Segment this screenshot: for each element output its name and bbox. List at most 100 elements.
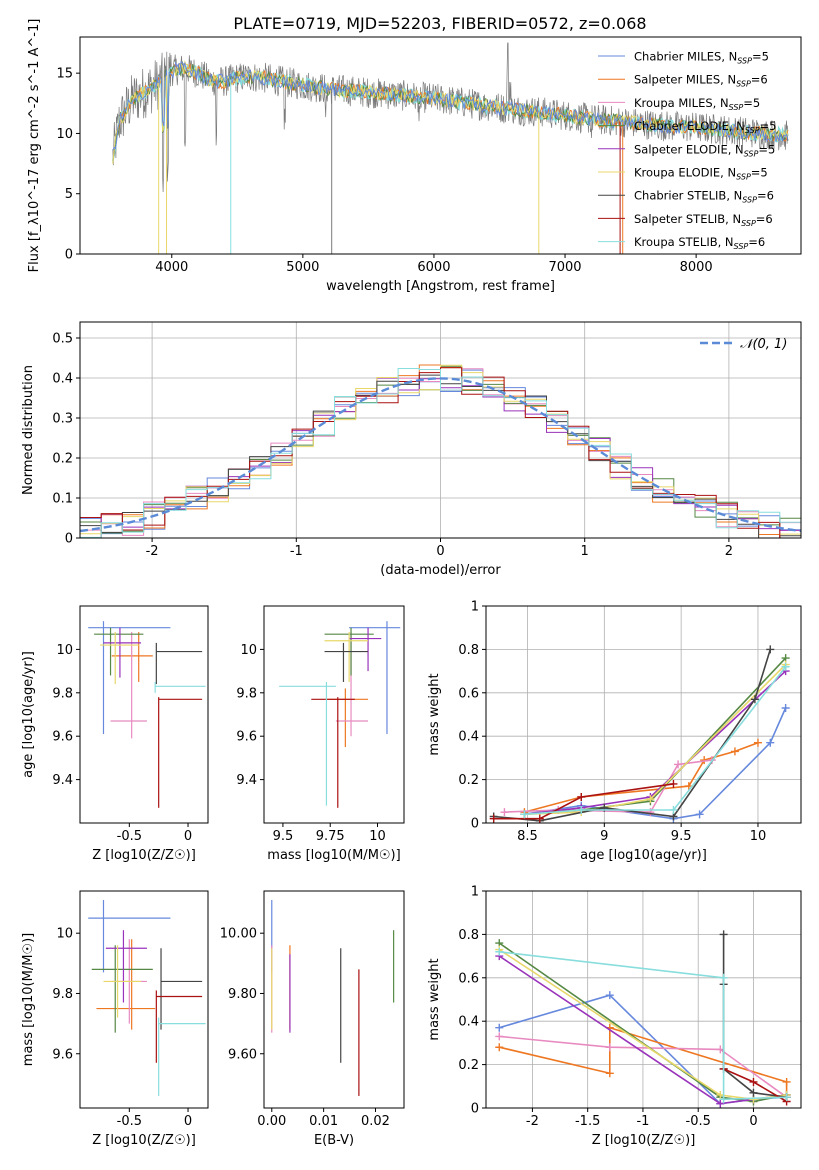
y-tick-label: 0.2	[458, 1058, 479, 1073]
x-tick-label: 0	[184, 829, 192, 844]
plot-area	[88, 621, 206, 808]
y-tick-label: 0.4	[458, 1015, 479, 1030]
y-tick-label: 9.6	[52, 730, 73, 745]
series-marker	[695, 810, 704, 819]
x-tick-label: -1.5	[575, 1114, 600, 1129]
y-tick-label: 0	[471, 817, 479, 832]
series-marker	[782, 1093, 791, 1102]
y-tick-label: 0	[65, 248, 73, 263]
y-tick-label: 9.4	[52, 773, 73, 788]
series-line	[524, 741, 759, 813]
x-tick-label: 5000	[286, 260, 319, 275]
ticks: 0.00 0.01 0.02 9.60 9.80 10.00	[220, 927, 390, 1129]
chart-age_vs_mass: 9.5 9.75 10 9.4 9.6 9.8 10 mass [log10(M/M☉)]	[236, 605, 405, 863]
x-tick-label: 10	[750, 829, 767, 844]
series-line	[493, 649, 772, 822]
legend-label: Chabrier ELODIE, NSSP=5	[634, 119, 776, 135]
axes-frame	[79, 36, 802, 255]
x-tick-label: 9	[600, 829, 608, 844]
x-tick-label: 0	[436, 544, 444, 559]
y-axis-label: mass weight	[427, 958, 442, 1040]
legend-label: Salpeter ELODIE, NSSP=5	[634, 142, 775, 158]
series-marker	[495, 1023, 504, 1032]
y-tick-label: 10	[240, 643, 257, 658]
series-marker	[674, 760, 683, 769]
series-marker	[716, 1099, 725, 1108]
y-tick-label: 9.6	[236, 730, 257, 745]
y-tick-label: 1	[471, 885, 479, 900]
ticks: -2 -1 0 1 2 0 0.1 0.2 0.3 0.4 0.5	[52, 332, 733, 560]
y-tick-label: 9.8	[52, 686, 73, 701]
x-axis-label: E(B-V)	[314, 1133, 354, 1148]
x-tick-label: 0	[749, 1114, 757, 1129]
y-tick-label: 0.3	[52, 412, 73, 427]
y-tick-label: 9.60	[228, 1047, 257, 1062]
x-tick-label: 10	[369, 829, 386, 844]
ticks: -2 -1.5 -1 -0.5 0 0 0.2 0.4 0.6 0.8 1	[458, 885, 757, 1130]
chart-mass_vs_Z: -0.5 0 9.6 9.8 10 Z [log10(Z/Z☉)] mass [log10(…	[21, 890, 209, 1148]
legend-label: Kroupa ELODIE, NSSP=5	[634, 166, 768, 182]
x-tick-label: 8.5	[517, 829, 538, 844]
series-line	[524, 666, 787, 816]
series-marker	[495, 1043, 504, 1052]
y-tick-label: 15	[56, 67, 73, 82]
series-marker	[646, 795, 655, 804]
plot-area	[88, 900, 206, 1096]
series-line	[524, 664, 787, 816]
axes-frame	[485, 605, 802, 824]
plot-area	[112, 42, 789, 254]
y-tick-label: 0.2	[52, 452, 73, 467]
y-axis-label: age [log10(age/yr)]	[21, 651, 36, 778]
x-tick-label: 0.01	[309, 1114, 338, 1129]
plot-area	[80, 364, 801, 538]
legend: Chabrier MILES, NSSP=5 Salpeter MILES, NS…	[598, 50, 776, 251]
series-marker	[605, 991, 614, 1000]
y-tick-label: 1	[471, 600, 479, 615]
y-tick-label: 0	[471, 1102, 479, 1117]
series-marker	[577, 805, 586, 814]
x-axis-label: age [log10(age/yr)]	[580, 848, 707, 863]
x-axis-label: Z [log10(Z/Z☉)]	[92, 1133, 196, 1148]
x-tick-label: 9.5	[671, 829, 692, 844]
chart-residuals: -2 -1 0 1 2 0 0.1 0.2 0.3 0.4 0.5 (data-model)/erro…	[21, 321, 802, 578]
y-axis-label: mass [log10(M/M☉)]	[21, 933, 36, 1066]
y-tick-label: 9.8	[52, 987, 73, 1002]
y-axis-label: Flux [f_λ10^-17 erg cm^-2 s^-1 A^-1]	[27, 19, 42, 273]
series-marker	[749, 1077, 758, 1086]
y-tick-label: 10	[56, 127, 73, 142]
x-tick-label: 0	[184, 1114, 192, 1129]
x-axis-label: (data-model)/error	[380, 563, 501, 578]
legend-label: Kroupa MILES, NSSP=5	[634, 96, 760, 112]
series-marker	[749, 1088, 758, 1097]
y-tick-label: 9.4	[236, 773, 257, 788]
x-tick-label: -1	[636, 1114, 649, 1129]
series-marker	[730, 747, 739, 756]
residual-histogram	[80, 368, 801, 538]
series-marker	[605, 1043, 614, 1052]
y-tick-label: 0.6	[458, 686, 479, 701]
series-marker	[781, 662, 790, 671]
x-axis-label: mass [log10(M/M☉)]	[267, 848, 400, 863]
chart-massweight_vs_Z: -2 -1.5 -1 -0.5 0 0 0.2 0.4 0.6 0.8 1 Z [log10(Z/Z☉…	[427, 885, 802, 1148]
y-tick-label: 0.2	[458, 773, 479, 788]
ticks: -0.5 0 9.6 9.8 10	[52, 927, 192, 1129]
axes-frame	[79, 321, 802, 539]
x-tick-label: 4000	[155, 260, 188, 275]
y-tick-label: 0.8	[458, 928, 479, 943]
axes-frame	[263, 605, 405, 824]
x-tick-label: 9.75	[316, 829, 345, 844]
series-marker	[766, 738, 775, 747]
chart-spectrum: 4000 5000 6000 7000 8000 0 5 10 15 wavelength [An…	[27, 19, 802, 294]
y-tick-label: 9.6	[52, 1047, 73, 1062]
model-spectrum	[112, 61, 789, 151]
y-tick-label: 0.6	[458, 971, 479, 986]
axes-frame	[485, 890, 802, 1109]
legend-label: Kroupa STELIB, NSSP=6	[634, 235, 765, 251]
x-axis-label: Z [log10(Z/Z☉)]	[92, 848, 196, 863]
series-marker	[719, 973, 728, 982]
plot-area	[279, 621, 401, 808]
y-tick-label: 0.4	[52, 372, 73, 387]
y-tick-label: 5	[65, 187, 73, 202]
x-tick-label: 6000	[417, 260, 450, 275]
